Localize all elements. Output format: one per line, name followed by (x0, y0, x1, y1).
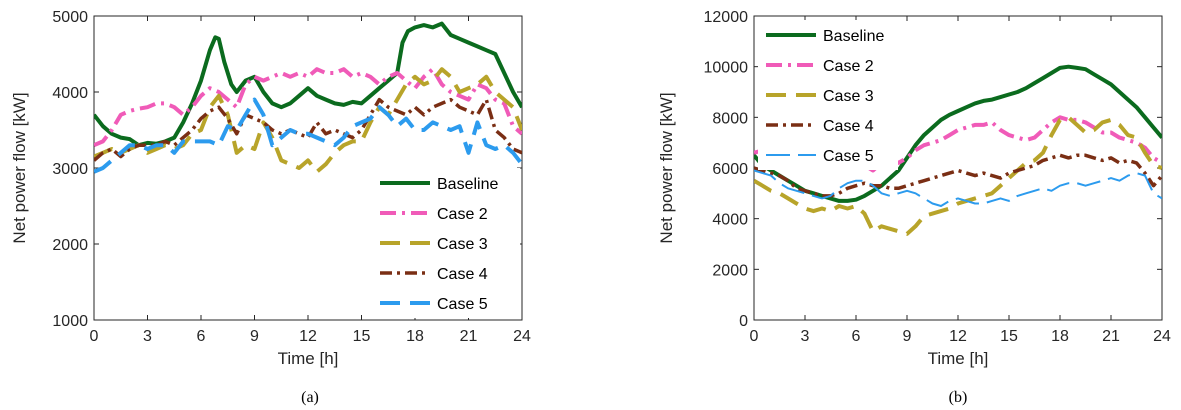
x-tick-label: 18 (1051, 328, 1069, 345)
y-tick-label: 3000 (52, 161, 88, 178)
series-line-case-5 (94, 97, 522, 174)
x-tick-label: 21 (1102, 328, 1120, 345)
y-tick-label: 0 (739, 313, 748, 330)
y-tick-label: 12000 (704, 9, 749, 26)
series-line-case-3 (754, 115, 1162, 236)
chart-b: 0 3 6 9 12 15 18 21 24 0 2000 4000 6000 8000 10000 1200… (657, 9, 1171, 406)
series-line-case-4 (754, 153, 1162, 198)
legend: Baseline Case 2 Case 3 Case 4 Case 5 (372, 168, 520, 318)
y-axis-label: Net power flow [kW] (10, 92, 29, 243)
figure-caption: (a) (301, 389, 319, 406)
x-tick-label: 0 (750, 328, 759, 345)
legend: Baseline Case 2 Case 3 Case 4 Case 5 (758, 20, 898, 170)
x-tick-label: 15 (353, 328, 371, 345)
x-tick-label: 18 (406, 328, 424, 345)
x-axis-label: Time [h] (928, 349, 989, 368)
legend-label: Case 4 (823, 118, 874, 135)
x-tick-label: 6 (852, 328, 861, 345)
y-tick-label: 2000 (52, 237, 88, 254)
chart-a: 0 3 6 9 12 15 18 21 24 1000 2000 3000 4000 5000 Time [… (10, 9, 531, 406)
series-line-baseline (94, 21, 522, 148)
legend-label: Baseline (823, 28, 884, 45)
x-tick-label: 15 (1000, 328, 1018, 345)
x-tick-label: 0 (90, 328, 99, 345)
legend-label: Baseline (437, 176, 498, 193)
series-line-case-2 (94, 67, 522, 148)
x-tick-label: 9 (250, 328, 259, 345)
y-tick-label: 5000 (52, 9, 88, 26)
x-tick-label: 3 (801, 328, 810, 345)
figure-caption: (b) (949, 389, 968, 406)
y-tick-label: 1000 (52, 313, 88, 330)
x-tick-label: 6 (197, 328, 206, 345)
x-axis-label: Time [h] (278, 349, 339, 368)
y-axis-label: Net power flow [kW] (657, 92, 676, 243)
y-tick-label: 2000 (712, 262, 748, 279)
x-tick-label: 9 (903, 328, 912, 345)
y-tick-label: 4000 (52, 85, 88, 102)
y-tick-label: 6000 (712, 161, 748, 178)
series-line-case-4 (94, 97, 522, 162)
series-lines (94, 21, 522, 174)
series-line-case-3 (94, 67, 522, 174)
series-line-case-5 (754, 169, 1162, 207)
legend-label: Case 4 (437, 266, 488, 283)
y-tick-label: 4000 (712, 212, 748, 229)
x-tick-label: 12 (299, 328, 317, 345)
legend-label: Case 5 (437, 296, 488, 313)
legend-label: Case 3 (823, 88, 874, 105)
legend-label: Case 2 (437, 206, 488, 223)
x-tick-label: 24 (1153, 328, 1171, 345)
x-tick-label: 12 (949, 328, 967, 345)
legend-label: Case 2 (823, 58, 874, 75)
legend-label: Case 5 (823, 148, 874, 165)
y-tick-label: 10000 (704, 60, 749, 77)
y-tick-label: 8000 (712, 110, 748, 127)
x-tick-label: 21 (460, 328, 478, 345)
legend-label: Case 3 (437, 236, 488, 253)
series-line-baseline (754, 64, 1162, 203)
x-tick-label: 3 (143, 328, 152, 345)
x-tick-label: 24 (513, 328, 531, 345)
